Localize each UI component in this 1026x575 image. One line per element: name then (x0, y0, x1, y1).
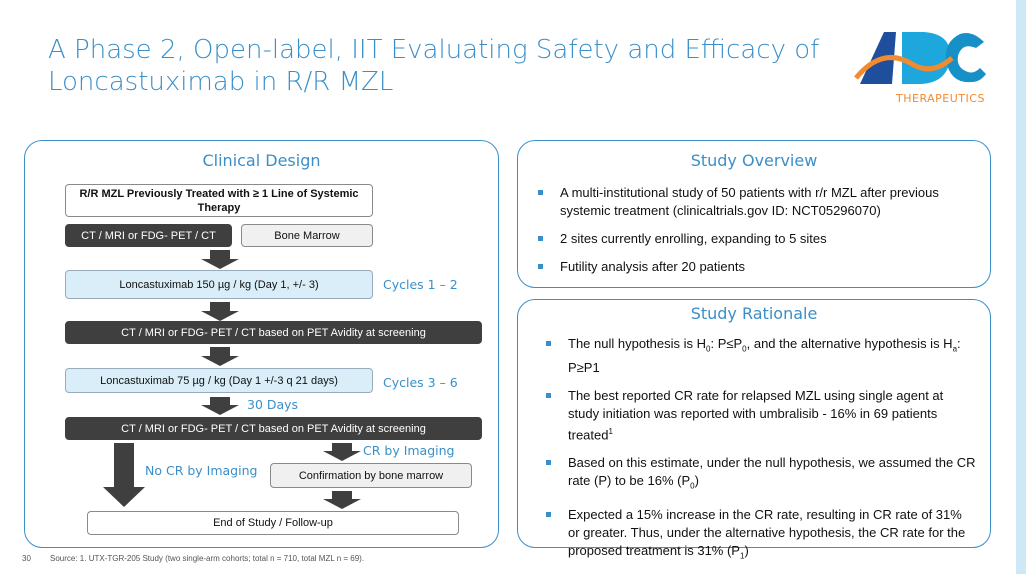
logo-subtext: THERAPEUTICS (896, 92, 985, 105)
arrow-down-icon (323, 491, 361, 509)
title-line-2: Loncastuximab in R/R MZL (48, 67, 394, 97)
dose2-box: Loncastuximab 75 µg / kg (Day 1 +/-3 q 2… (65, 368, 373, 393)
page-number: 30 (22, 554, 31, 563)
arrow-down-icon (201, 347, 239, 366)
list-item: Futility analysis after 20 patients (518, 258, 980, 276)
side-strip (1016, 0, 1026, 574)
list-item: The null hypothesis is H0: P≤P0, and the… (526, 335, 976, 377)
arrow-down-icon (201, 397, 239, 415)
study-overview-panel: Study Overview A multi-institutional stu… (517, 140, 991, 288)
scan1-box: CT / MRI or FDG- PET / CT based on PET A… (65, 321, 482, 344)
panel-title: Study Rationale (690, 304, 818, 323)
imaging-box: CT / MRI or FDG- PET / CT (65, 224, 232, 247)
list-item: Expected a 15% increase in the CR rate, … (526, 506, 976, 566)
cycles2-label: Cycles 3 – 6 (383, 375, 458, 390)
cr-label: CR by Imaging (363, 443, 455, 458)
dose1-box: Loncastuximab 150 µg / kg (Day 1, +/- 3) (65, 270, 373, 299)
clinical-design-panel: Clinical Design (24, 140, 499, 548)
list-item: 2 sites currently enrolling, expanding t… (518, 230, 980, 248)
panel-title: Clinical Design (202, 151, 321, 170)
adc-logo: THERAPEUTICS (852, 26, 992, 108)
panel-title: Study Overview (690, 151, 818, 170)
arrow-down-icon (201, 302, 239, 321)
arrow-down-icon (201, 250, 239, 269)
end-box: End of Study / Follow-up (87, 511, 459, 535)
source-note: Source: 1. UTX-TGR-205 Study (two single… (50, 554, 365, 563)
cycles1-label: Cycles 1 – 2 (383, 277, 458, 292)
arrow-down-icon (323, 443, 361, 461)
population-box: R/R MZL Previously Treated with ≥ 1 Line… (65, 184, 373, 217)
slide-title: A Phase 2, Open-label, IIT Evaluating Sa… (48, 34, 819, 98)
list-item: The best reported CR rate for relapsed M… (526, 387, 976, 444)
title-line-1: A Phase 2, Open-label, IIT Evaluating Sa… (48, 35, 820, 65)
flow-arrows (103, 250, 361, 509)
no-cr-label: No CR by Imaging (145, 463, 258, 478)
bone-marrow-box: Bone Marrow (241, 224, 373, 247)
list-item: A multi-institutional study of 50 patien… (518, 184, 980, 220)
days-label: 30 Days (247, 397, 299, 412)
confirmation-box: Confirmation by bone marrow (270, 463, 472, 488)
list-item: Based on this estimate, under the null h… (526, 454, 976, 496)
arrow-down-icon (103, 443, 145, 507)
scan2-box: CT / MRI or FDG- PET / CT based on PET A… (65, 417, 482, 440)
study-rationale-panel: Study Rationale The null hypothesis is H… (517, 299, 991, 560)
